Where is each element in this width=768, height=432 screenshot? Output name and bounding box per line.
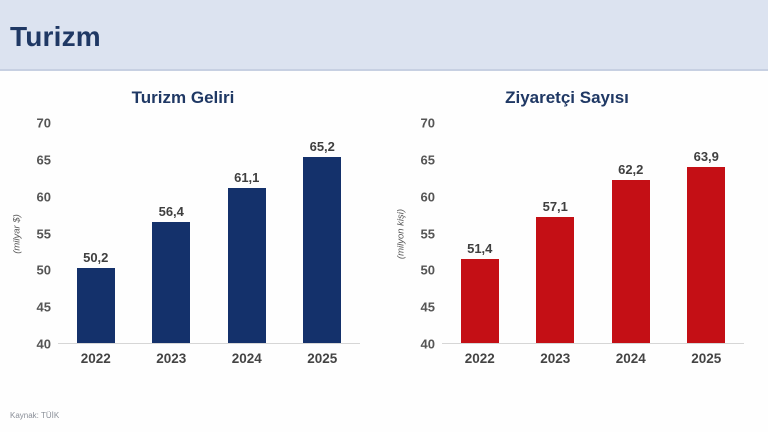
x-tick-label: 2024 [231, 351, 262, 366]
y-tick-label: 45 [420, 299, 435, 315]
y-tick-label: 40 [420, 336, 435, 352]
x-tick-label: 2025 [307, 351, 338, 366]
y-axis-label-column: (milyon kişi) [390, 123, 412, 344]
bar-slot: 57,1 [518, 123, 594, 343]
bar [611, 179, 650, 343]
bar [227, 187, 266, 343]
bar-value-label: 63,9 [693, 148, 719, 164]
page-title: Turizm [10, 20, 101, 52]
bar-value-label: 65,2 [309, 139, 335, 155]
y-axis-ticks: 70 65 60 55 50 45 40 [28, 116, 58, 352]
chart-body: (milyar $) 70 65 60 55 50 45 40 50,2 56,4 61,1 65… [6, 116, 360, 352]
x-tick-label: 2023 [156, 351, 187, 366]
slide-header: Turizm [0, 0, 768, 71]
x-tick-label: 2022 [464, 351, 495, 366]
chart-tourism-revenue: Turizm Geliri (milyar $) 70 65 60 55 50 45 40 … [6, 86, 360, 366]
y-axis-label: (milyon kişi) [395, 208, 407, 259]
bar-value-label: 61,1 [234, 169, 260, 185]
chart-title: Ziyaretçi Sayısı [505, 88, 629, 107]
x-tick-label: 2024 [615, 351, 646, 366]
y-tick-label: 65 [420, 152, 435, 168]
bar-slot: 51,4 [442, 123, 518, 343]
source-note: Kaynak: TÜİK [10, 411, 60, 420]
bar [460, 259, 499, 343]
bars-container: 51,4 57,1 62,2 63,9 [442, 123, 744, 343]
bar-slot: 61,1 [209, 123, 285, 343]
plot-area: 50,2 56,4 61,1 65,2 [58, 123, 360, 344]
y-tick-label: 50 [36, 262, 51, 278]
bar-slot: 50,2 [58, 123, 134, 343]
bar [76, 267, 115, 343]
y-axis-label-column: (milyar $) [6, 123, 28, 344]
bar [536, 217, 575, 343]
bar-slot: 65,2 [285, 123, 361, 343]
bar-value-label: 50,2 [83, 249, 109, 265]
y-tick-label: 60 [36, 189, 51, 205]
y-tick-label: 50 [420, 262, 435, 278]
y-axis-ticks: 70 65 60 55 50 45 40 [412, 116, 442, 352]
bar-value-label: 56,4 [158, 204, 184, 220]
bar [152, 222, 191, 343]
plot-area: 51,4 57,1 62,2 63,9 [442, 123, 744, 344]
x-tick-label: 2022 [80, 351, 111, 366]
x-axis-labels: 2022 2023 2024 2025 [58, 344, 360, 366]
x-tick-label: 2025 [691, 351, 722, 366]
y-tick-label: 55 [420, 226, 435, 241]
y-axis-label: (milyar $) [11, 213, 23, 254]
bar [303, 157, 342, 343]
chart-body: (milyon kişi) 70 65 60 55 50 45 40 51,4 57,1 62,… [390, 116, 744, 352]
chart-visitor-count: Ziyaretçi Sayısı (milyon kişi) 70 65 60 55 5… [390, 86, 744, 366]
bar-slot: 56,4 [134, 123, 210, 343]
bar-value-label: 51,4 [467, 241, 493, 256]
y-tick-label: 55 [36, 226, 51, 241]
bar-slot: 63,9 [669, 123, 745, 343]
bar-slot: 62,2 [593, 123, 669, 343]
y-tick-label: 70 [36, 115, 51, 131]
chart-title: Turizm Geliri [131, 88, 235, 107]
bar-value-label: 57,1 [542, 199, 568, 214]
bars-container: 50,2 56,4 61,1 65,2 [58, 123, 360, 343]
bar [687, 166, 726, 343]
charts-row: Turizm Geliri (milyar $) 70 65 60 55 50 45 40 … [0, 86, 768, 366]
y-tick-label: 70 [420, 115, 435, 131]
y-tick-label: 45 [36, 299, 51, 315]
bar-value-label: 62,2 [618, 161, 644, 177]
y-tick-label: 65 [36, 152, 51, 168]
y-tick-label: 60 [420, 189, 435, 205]
y-tick-label: 40 [36, 336, 51, 352]
x-axis-labels: 2022 2023 2024 2025 [442, 344, 744, 366]
x-tick-label: 2023 [540, 351, 571, 366]
